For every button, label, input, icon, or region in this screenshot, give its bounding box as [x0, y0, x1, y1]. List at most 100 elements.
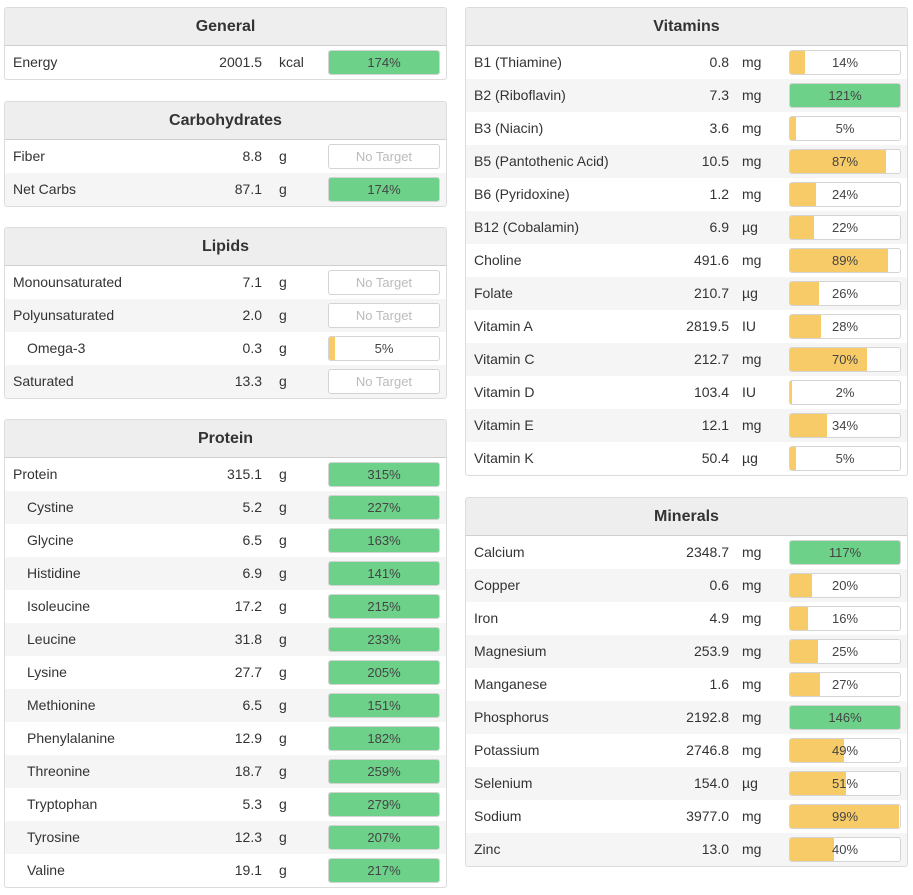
target-progress-bar: 34% [789, 413, 901, 438]
progress-label: No Target [355, 275, 413, 290]
target-progress-bar: 207% [328, 825, 440, 850]
progress-label: 205% [367, 665, 401, 680]
nutrient-unit: µg [742, 450, 758, 466]
nutrient-row: Phenylalanine 12.9 g 182% [5, 722, 446, 755]
nutrient-amount: 315.1 [226, 466, 262, 482]
progress-fill [790, 640, 818, 663]
nutrient-amount: 13.3 [234, 373, 262, 389]
nutrient-unit: g [279, 466, 287, 482]
nutrient-row: Potassium 2746.8 mg 49% [466, 734, 907, 767]
nutrient-unit: g [279, 148, 287, 164]
nutrient-unit: g [279, 598, 287, 614]
nutrient-row: Copper 0.6 mg 20% [466, 569, 907, 602]
nutrient-name: Zinc [474, 841, 501, 857]
progress-label: 20% [831, 578, 859, 593]
progress-label: 89% [831, 253, 859, 268]
nutrient-row: Threonine 18.7 g 259% [5, 755, 446, 788]
nutrient-name: Valine [27, 862, 65, 878]
progress-label: 26% [831, 286, 859, 301]
panel-title: Vitamins [466, 8, 907, 46]
nutrient-row: Choline 491.6 mg 89% [466, 244, 907, 277]
target-progress-bar: 20% [789, 573, 901, 598]
progress-fill [790, 574, 812, 597]
target-progress-bar: No Target [328, 144, 440, 169]
target-progress-bar: 215% [328, 594, 440, 619]
progress-fill [329, 337, 335, 360]
nutrient-name: Vitamin D [474, 384, 535, 400]
nutrient-amount: 0.6 [709, 577, 729, 593]
nutrient-row: Zinc 13.0 mg 40% [466, 833, 907, 866]
nutrient-row: Vitamin D 103.4 IU 2% [466, 376, 907, 409]
progress-label: 227% [367, 500, 401, 515]
target-progress-bar: 315% [328, 462, 440, 487]
target-progress-bar: 49% [789, 738, 901, 763]
progress-fill [329, 628, 439, 651]
nutrient-amount: 31.8 [234, 631, 262, 647]
progress-fill [790, 51, 806, 74]
nutrient-unit: mg [742, 643, 762, 659]
nutrient-name: Energy [13, 54, 58, 70]
progress-fill [329, 178, 439, 201]
nutrient-name: Protein [13, 466, 58, 482]
nutrient-name: Threonine [27, 763, 91, 779]
nutrient-name: Sodium [474, 808, 522, 824]
progress-fill [790, 447, 796, 470]
nutrient-name: Potassium [474, 742, 540, 758]
nutrient-row: Omega-3 0.3 g 5% [5, 332, 446, 365]
nutrient-row: Valine 19.1 g 217% [5, 854, 446, 887]
target-progress-bar: 259% [328, 759, 440, 784]
progress-label: 27% [831, 677, 859, 692]
nutrient-row: Lysine 27.7 g 205% [5, 656, 446, 689]
nutrient-row: Folate 210.7 µg 26% [466, 277, 907, 310]
progress-label: 34% [831, 418, 859, 433]
nutrient-name: Cystine [27, 499, 74, 515]
progress-label: 40% [831, 842, 859, 857]
progress-label: 28% [831, 319, 859, 334]
nutrient-name: Leucine [27, 631, 77, 647]
progress-fill [329, 661, 439, 684]
progress-fill [790, 117, 796, 140]
nutrient-name: Vitamin K [474, 450, 534, 466]
nutrient-row: Glycine 6.5 g 163% [5, 524, 446, 557]
nutrient-unit: IU [742, 318, 756, 334]
progress-label: 87% [831, 154, 859, 169]
nutrient-name: Calcium [474, 544, 525, 560]
panel-title: Carbohydrates [5, 102, 446, 140]
target-progress-bar: 99% [789, 804, 901, 829]
progress-label: 70% [831, 352, 859, 367]
nutrient-unit: g [279, 565, 287, 581]
progress-label: 151% [367, 698, 401, 713]
progress-fill [790, 282, 819, 305]
progress-label: 233% [367, 632, 401, 647]
progress-label: 49% [831, 743, 859, 758]
nutrient-unit: g [279, 181, 287, 197]
progress-fill [329, 463, 439, 486]
nutrient-amount: 10.5 [701, 153, 729, 169]
nutrient-row: Phosphorus 2192.8 mg 146% [466, 701, 907, 734]
target-progress-bar: 70% [789, 347, 901, 372]
progress-fill [329, 694, 439, 717]
nutrient-row: Selenium 154.0 µg 51% [466, 767, 907, 800]
nutrient-amount: 2.0 [242, 307, 262, 323]
nutrient-unit: g [279, 340, 287, 356]
nutrient-row: Vitamin C 212.7 mg 70% [466, 343, 907, 376]
target-progress-bar: No Target [328, 303, 440, 328]
nutrient-name: Methionine [27, 697, 96, 713]
nutrient-name: B3 (Niacin) [474, 120, 544, 136]
progress-label: 141% [367, 566, 401, 581]
target-progress-bar: 22% [789, 215, 901, 240]
nutrient-amount: 5.3 [242, 796, 262, 812]
progress-label: 279% [367, 797, 401, 812]
progress-fill [329, 562, 439, 585]
nutrient-amount: 12.3 [234, 829, 262, 845]
target-progress-bar: 51% [789, 771, 901, 796]
target-progress-bar: No Target [328, 369, 440, 394]
nutrient-amount: 2819.5 [686, 318, 729, 334]
nutrient-amount: 491.6 [693, 252, 729, 268]
nutrient-row: Fiber 8.8 g No Target [5, 140, 446, 173]
panel-title: Lipids [5, 228, 446, 266]
progress-label: 182% [367, 731, 401, 746]
nutrient-amount: 50.4 [701, 450, 729, 466]
nutrient-row: Net Carbs 87.1 g 174% [5, 173, 446, 206]
target-progress-bar: 27% [789, 672, 901, 697]
